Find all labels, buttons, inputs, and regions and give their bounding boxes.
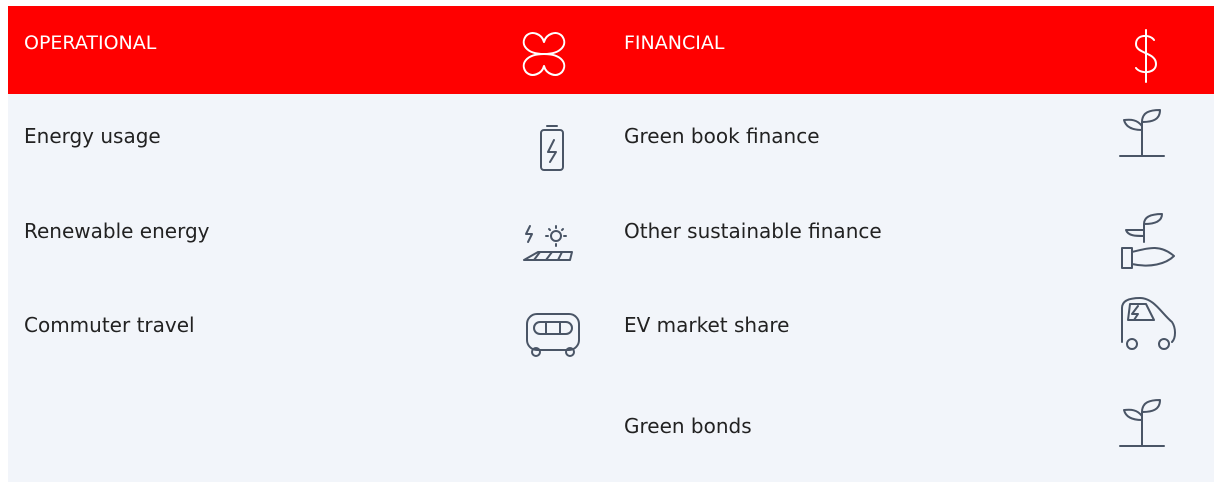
solar-icon: [523, 225, 573, 261]
item-label: Other sustainable finance: [624, 219, 882, 243]
item-label: Green book finance: [624, 124, 820, 148]
car-icon: [1121, 297, 1176, 350]
item-label: Energy usage: [24, 124, 161, 148]
battery-icon: [540, 125, 564, 171]
column-title: OPERATIONAL: [24, 32, 157, 54]
header: [8, 6, 1214, 94]
hand-plant-icon: [1121, 213, 1175, 269]
bus-icon: [526, 313, 580, 357]
item-label: Green bonds: [624, 414, 752, 438]
column-title: FINANCIAL: [624, 32, 725, 54]
clover-icon: [522, 32, 566, 76]
plant-icon: [1119, 399, 1165, 447]
dollar-icon: [1135, 29, 1157, 83]
item-label: Commuter travel: [24, 313, 195, 337]
plant-icon: [1119, 109, 1165, 157]
panel: OPERATIONAL FINANCIAL Energy usage Renew…: [8, 6, 1214, 482]
item-label: Renewable energy: [24, 219, 210, 243]
item-label: EV market share: [624, 313, 790, 337]
